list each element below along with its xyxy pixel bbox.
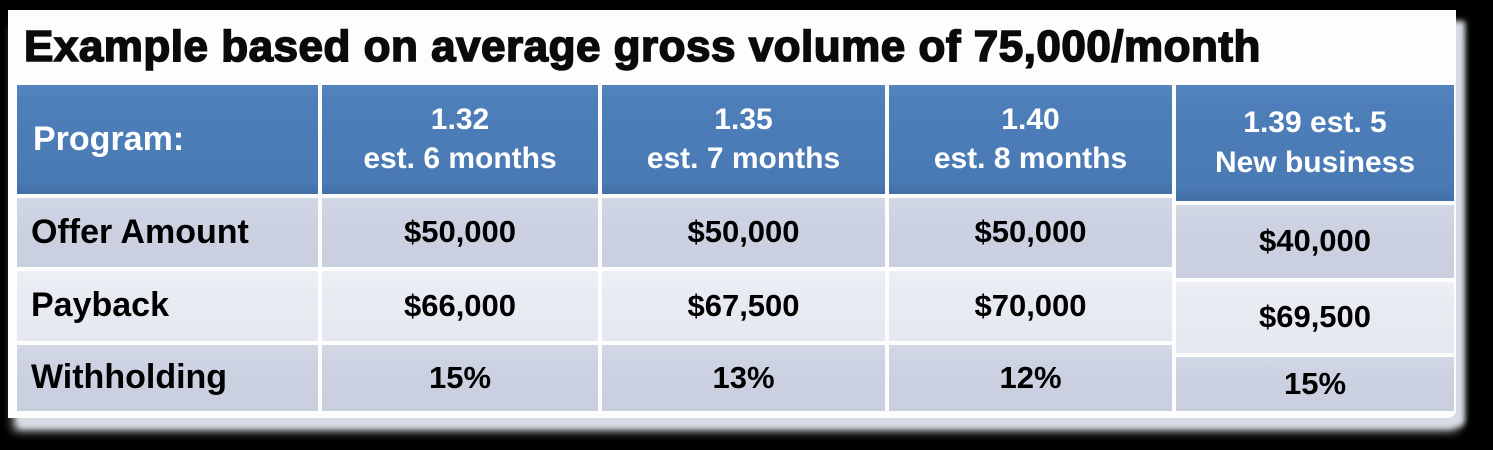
offer-amount-col3: $50,000 — [889, 197, 1172, 267]
payback-col2: $67,500 — [602, 270, 885, 341]
offer-amount-col4: $40,000 — [1176, 204, 1454, 278]
withholding-col4: 15% — [1176, 356, 1454, 411]
column-header-1-35: 1.35 est. 7 months — [602, 84, 885, 194]
column-header-rate: 1.39 est. 5 — [1243, 106, 1387, 139]
payback-col1: $66,000 — [322, 270, 598, 341]
column-header-rate: 1.40 — [1001, 102, 1060, 136]
withholding-col3: 12% — [889, 344, 1172, 411]
column-header-program: Program: — [17, 84, 318, 194]
payback-col3: $70,000 — [889, 270, 1172, 341]
offer-amount-col2: $50,000 — [602, 197, 885, 267]
column-header-term: New business — [1214, 145, 1416, 179]
withholding-col2: 13% — [602, 344, 885, 411]
page: Example based on average gross volume of… — [8, 10, 1456, 418]
column-header-1-40: 1.40 est. 8 months — [889, 84, 1172, 194]
row-label-offer-amount: Offer Amount — [17, 197, 318, 267]
column-header-rate: 1.35 — [714, 102, 773, 136]
offer-amount-col1: $50,000 — [322, 197, 598, 267]
column-header-term: est. 8 months — [933, 142, 1128, 176]
withholding-col1: 15% — [322, 344, 598, 411]
payback-col4: $69,500 — [1176, 281, 1454, 353]
column-header-1-39-new-business: 1.39 est. 5 New business — [1176, 84, 1454, 201]
row-label-withholding: Withholding — [17, 344, 318, 411]
column-header-term: est. 6 months — [363, 142, 557, 176]
pricing-table-new-business-column: 1.39 est. 5 New business $40,000 $69,500… — [1176, 84, 1454, 411]
pricing-table-main-columns: Program: 1.32 est. 6 months 1.35 est. 7 … — [17, 84, 1172, 411]
page-title: Example based on average gross volume of… — [23, 21, 1261, 72]
pricing-table: Program: 1.32 est. 6 months 1.35 est. 7 … — [17, 84, 1456, 411]
column-header-rate: 1.32 — [430, 102, 490, 136]
column-header-term: est. 7 months — [646, 142, 841, 176]
column-header-1-32: 1.32 est. 6 months — [322, 84, 598, 194]
row-label-payback: Payback — [17, 270, 318, 341]
column-header-label: Program: — [33, 119, 185, 158]
